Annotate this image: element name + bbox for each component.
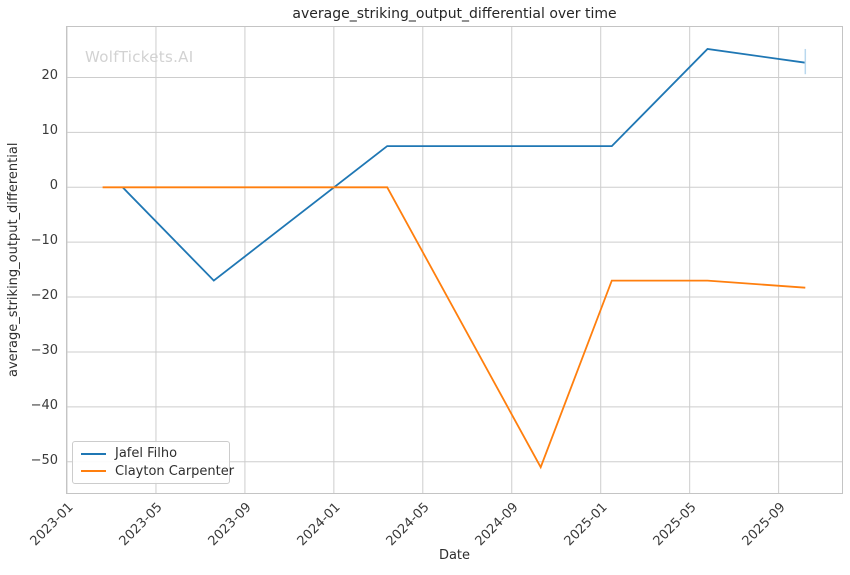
y-tick-label: 0 xyxy=(49,178,58,194)
y-tick-label: 20 xyxy=(41,68,58,84)
y-tick-label: −10 xyxy=(30,233,58,249)
legend-line-sample-jafel-filho xyxy=(81,452,106,455)
legend-item: Clayton Carpenter xyxy=(81,464,234,479)
y-tick-label: −30 xyxy=(30,342,58,358)
legend-item: Jafel Filho xyxy=(81,446,221,461)
legend-label: Jafel Filho xyxy=(115,446,178,462)
x-tick-label: 2025-05 xyxy=(650,500,700,550)
plot-area: WolfTickets.AI xyxy=(66,26,843,494)
y-tick-label: −50 xyxy=(30,452,58,468)
x-tick-label: 2024-05 xyxy=(383,500,433,550)
x-tick-label: 2024-09 xyxy=(472,500,522,550)
x-tick-label: 2023-05 xyxy=(116,500,166,550)
y-tick-label: −40 xyxy=(30,397,58,413)
chart-title: average_striking_output_differential ove… xyxy=(292,6,617,22)
legend-label: Clayton Carpenter xyxy=(115,463,235,479)
x-tick-label: 2025-01 xyxy=(561,500,611,550)
legend: Jafel Filho Clayton Carpenter xyxy=(72,441,234,484)
series-line-jafel-filho xyxy=(121,48,806,282)
line-chart-svg xyxy=(67,27,842,493)
series-line-clayton-carpenter xyxy=(102,186,806,470)
x-axis-label: Date xyxy=(438,548,471,563)
x-tick-label: 2023-09 xyxy=(205,500,255,550)
y-tick-label: 10 xyxy=(41,123,58,139)
y-tick-label: −20 xyxy=(30,288,58,304)
watermark: WolfTickets.AI xyxy=(85,48,194,66)
legend-line-sample-clayton-carpenter xyxy=(81,470,106,473)
y-axis-label: average_striking_output_differential xyxy=(6,142,21,378)
x-tick-label: 2025-09 xyxy=(739,500,789,550)
x-tick-label: 2023-01 xyxy=(27,500,77,550)
x-tick-label: 2024-01 xyxy=(294,500,344,550)
